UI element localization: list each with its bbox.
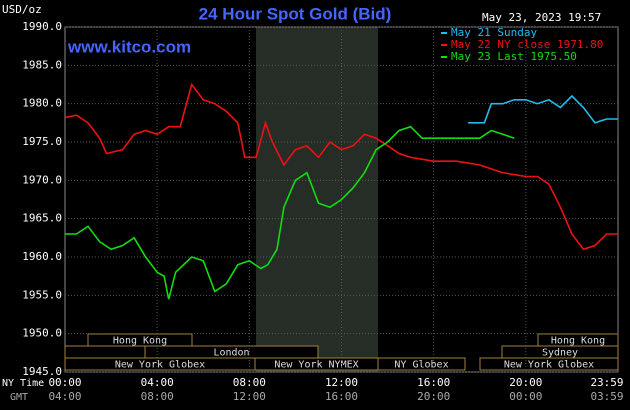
x-tick-label: 04:00 <box>141 376 174 389</box>
x2-tick-label: 04:00 <box>48 390 81 403</box>
y-tick-label: 1955.0 <box>22 288 62 301</box>
y-tick-label: 1985.0 <box>22 58 62 71</box>
session-label: New York Globex <box>504 360 594 371</box>
x2-tick-label: 08:00 <box>141 390 174 403</box>
y-tick-label: 1970.0 <box>22 173 62 186</box>
x-tick-label: 08:00 <box>233 376 266 389</box>
session-box <box>377 357 466 371</box>
session-box <box>479 357 619 371</box>
session-label: Hong Kong <box>551 336 605 347</box>
session-label: NY Globex <box>394 360 448 371</box>
chart-title: 24 Hour Spot Gold (Bid) <box>199 4 392 23</box>
x2-tick-label: 03:59 <box>590 390 623 403</box>
series-line <box>65 125 515 300</box>
series-line <box>468 94 618 124</box>
series-line <box>64 82 618 251</box>
y-tick-label: 1950.0 <box>22 327 62 340</box>
x2-tick-label: 20:00 <box>417 390 450 403</box>
x-tick-label: 20:00 <box>509 376 542 389</box>
legend-entry: May 22 NY close 1971.80 <box>451 38 603 51</box>
session-label: Sydney <box>542 348 578 359</box>
x-row-label: NY Time <box>2 378 44 389</box>
legend-entry: May 21 Sunday <box>451 26 537 39</box>
sessions: Hong Kong London New York Globex New York N… <box>64 333 619 371</box>
legend-entry: May 23 Last 1975.50 <box>451 50 577 63</box>
x-tick-label: 23:59 <box>590 376 623 389</box>
timestamp: May 23, 2023 19:57 <box>482 11 601 24</box>
x-tick-label: 16:00 <box>417 376 450 389</box>
x2-row-label: GMT <box>10 392 28 403</box>
y-tick-label: 1990.0 <box>22 20 62 33</box>
session-label: Hong Kong <box>113 336 167 347</box>
y-tick-label: 1975.0 <box>22 135 62 148</box>
x-tick-label: 12:00 <box>325 376 358 389</box>
y-tick-label: 1965.0 <box>22 212 62 225</box>
session-label: New York NYMEX <box>274 360 358 371</box>
y-tick-label: 1960.0 <box>22 250 62 263</box>
x2-tick-label: 00:00 <box>509 390 542 403</box>
y-axis-label: USD/oz <box>2 3 42 16</box>
session-box <box>64 345 146 359</box>
watermark: www.kitco.com <box>67 37 191 56</box>
x-tick-label: 00:00 <box>48 376 81 389</box>
y-tick-label: 1980.0 <box>22 97 62 110</box>
session-label: London <box>213 348 249 359</box>
x2-tick-label: 12:00 <box>233 390 266 403</box>
x2-tick-label: 16:00 <box>325 390 358 403</box>
y-tick-label: 1945.0 <box>22 365 62 378</box>
session-label: New York Globex <box>115 360 205 371</box>
